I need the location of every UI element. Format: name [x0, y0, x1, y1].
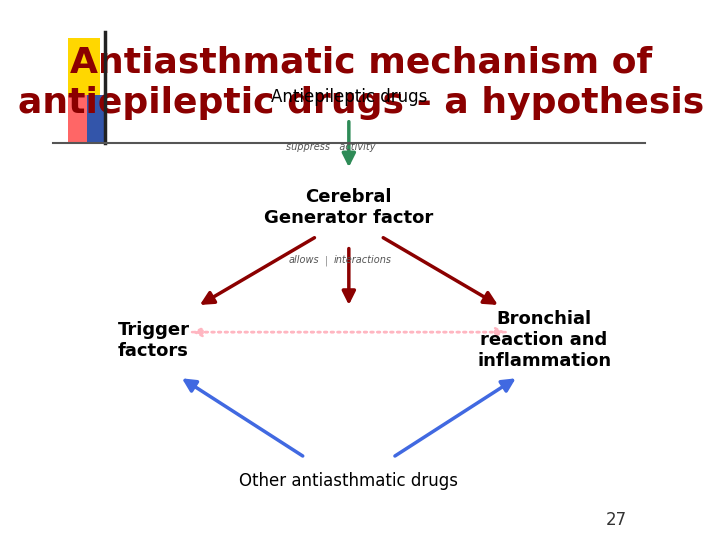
Bar [68, 94, 100, 143]
Bar [87, 94, 104, 143]
Text: Cerebral
Generator factor: Cerebral Generator factor [264, 188, 433, 227]
Text: Antiasthmatic mechanism of: Antiasthmatic mechanism of [70, 45, 652, 79]
Text: 27: 27 [606, 511, 627, 529]
Text: |: | [325, 255, 328, 266]
Text: interactions: interactions [334, 255, 392, 265]
Text: Trigger
factors: Trigger factors [117, 321, 189, 360]
Text: suppress   activity: suppress activity [287, 143, 376, 152]
Text: antiepileptic drugs - a hypothesis: antiepileptic drugs - a hypothesis [17, 86, 703, 119]
Bar [68, 38, 100, 105]
Text: Other antiasthmatic drugs: Other antiasthmatic drugs [239, 471, 459, 490]
Text: Bronchial
reaction and
inflammation: Bronchial reaction and inflammation [477, 310, 611, 370]
Text: allows: allows [289, 255, 319, 265]
Text: Antiepileptic drugs: Antiepileptic drugs [271, 88, 427, 106]
